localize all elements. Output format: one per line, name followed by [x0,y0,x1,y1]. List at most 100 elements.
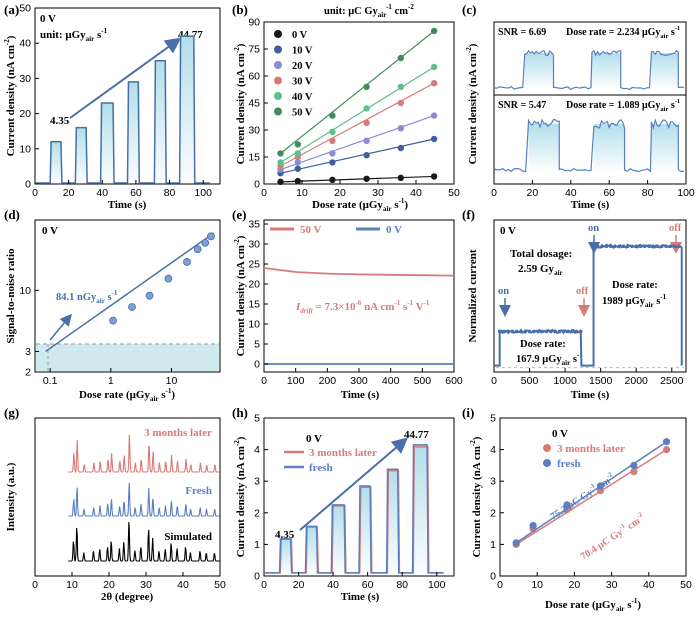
panel-b-point [397,54,404,62]
panel-e-xtick-label: 500 [414,375,432,387]
panel-c-pulse-fill [651,124,679,170]
panel-b-xtick-label: 10 [296,187,308,199]
panel-g-xlabel: 2θ (degree) [101,591,154,603]
panel-d-lod-text: 84.1 nGyair s-1 [56,289,118,305]
panel-g-series-1-label: 3 months later [144,427,212,439]
panel-i-point [630,468,638,476]
panel-b-point [329,150,336,157]
panel-e-xtick-label: 100 [287,375,305,387]
panel-f-marker [510,329,515,334]
panel-f-marker [660,244,664,249]
panel-b-ytick-label: 75 [248,44,260,56]
panel-b-point [430,135,438,143]
panel-f-marker [668,244,673,249]
panel-b-point [329,176,336,184]
panel-e-ylabel: Current density (nA cm-2) [233,235,247,356]
panel-g-xtick-label: 0 [32,579,38,591]
panel-f-label: (f) [462,207,475,222]
panel-h-xtick-label: 20 [293,579,305,591]
panel-e-xtick-label: 200 [319,375,337,387]
panel-f-marker [596,244,600,249]
panel-a-xtick-label: 60 [130,187,142,199]
panel-b-point [397,144,404,152]
panel-h-ytick-label: 1 [254,539,260,551]
panel-b-xtick-label: 40 [410,187,422,199]
panel-f-xtick-label: 1000 [553,375,577,387]
panel-e-xtick-label: 600 [445,375,463,387]
panel-d-xtick-label: 10 [166,375,178,387]
panel-a-pulse-fill [179,36,195,183]
panel-e-ytick-label: 10 [248,319,260,331]
panel-f-xlabel: Time (s) [571,389,610,401]
panel-b-point [397,83,404,91]
panel-i-ytick-label: 0 [490,571,496,583]
panel-i-xlabel: Dose rate (μGyair s-1) [545,597,641,613]
panel-b-ytick-label: 60 [248,71,260,83]
panel-e-legend-label: 50 V [300,224,322,236]
panel-h-xtick-label: 80 [396,579,408,591]
panel-f-marker [638,244,643,249]
panel-f-marker [570,329,575,334]
panel-f-dose1-value: 167.9 μGyair s-1 [516,351,583,367]
panel-g-xtick-label: 50 [214,579,226,591]
panel-f-marker [502,329,506,334]
panel-f-xtick-label: 2000 [625,375,649,387]
panel-f-dose2-label: Dose rate: [612,280,658,291]
panel-g-trace [68,434,220,474]
panel-b-legend-label: 10 V [292,46,313,57]
panel-b-point [363,137,370,144]
panel-f-marker [651,244,656,249]
panel-c-snr-1: SNR = 6.69 [498,27,546,38]
panel-f-marker [642,244,647,249]
panel-b-point [329,128,336,135]
panel-f-marker [532,329,536,334]
panel-i-fit-line [515,441,667,544]
panel-c-dose-1: Dose rate = 2.234 μGyair s-1 [566,25,680,40]
panel-e-ytick-label: 20 [248,279,260,291]
panel-b-legend-marker [274,30,282,38]
panel-b-point [363,175,370,182]
panel-i-point [596,482,605,490]
panel-i-xtick-label: 20 [569,579,581,591]
panel-e-series-line [263,267,455,277]
panel-h-legend-label: fresh [309,462,333,474]
panel-h-axes [263,417,455,577]
panel-a-label: (a) [4,2,19,17]
panel-h-ytick-label: 0 [254,571,260,583]
panel-b-point [430,80,438,87]
panel-b-point [430,112,438,119]
panel-c-pulse-fill [593,124,625,170]
panel-c-xtick-label: 40 [565,187,577,199]
panel-g-series-2-label: Fresh [185,485,212,497]
panel-f-marker [506,329,511,334]
panel-b-legend-label: 40 V [292,92,313,103]
panel-i-point [662,446,671,454]
panel-e-ytick-label: 0 [254,359,260,371]
panel-i-label: (i) [462,405,474,420]
panel-c-ylabel: Current density (nA cm-2) [465,43,479,164]
panel-e-ytick-label: 30 [248,239,260,251]
panel-h-pulse-fill [305,526,318,573]
panel-e-axes [263,219,455,373]
panel-f-marker [621,244,626,249]
panel-f-marker [514,329,519,334]
panel-c-snr-2: SNR = 5.47 [498,100,546,111]
panel-h-arrow [299,437,409,531]
panel-d-bias: 0 V [42,225,58,237]
panel-c-xtick-label: 60 [603,187,615,199]
panel-a-xtick-label: 80 [164,187,176,199]
panel-b-point [329,159,336,166]
panel-g-axes [34,417,221,577]
panel-h-pulse-fill [331,504,346,573]
panel-b-xtick-label: 50 [448,187,460,199]
panel-f-marker [566,329,570,334]
panel-b-point [294,159,302,166]
panel-d-xtick-label: 0.1 [43,375,58,387]
panel-c-trace [493,49,685,91]
panel-b-ytick-label: 90 [248,17,260,29]
panel-i-xtick-label: 30 [606,579,618,591]
panel-a-xtick-label: 100 [194,187,212,199]
panel-b-fit-line [280,138,435,174]
panel-e-xtick-label: 0 [261,375,267,387]
panel-f-marker [540,329,545,334]
